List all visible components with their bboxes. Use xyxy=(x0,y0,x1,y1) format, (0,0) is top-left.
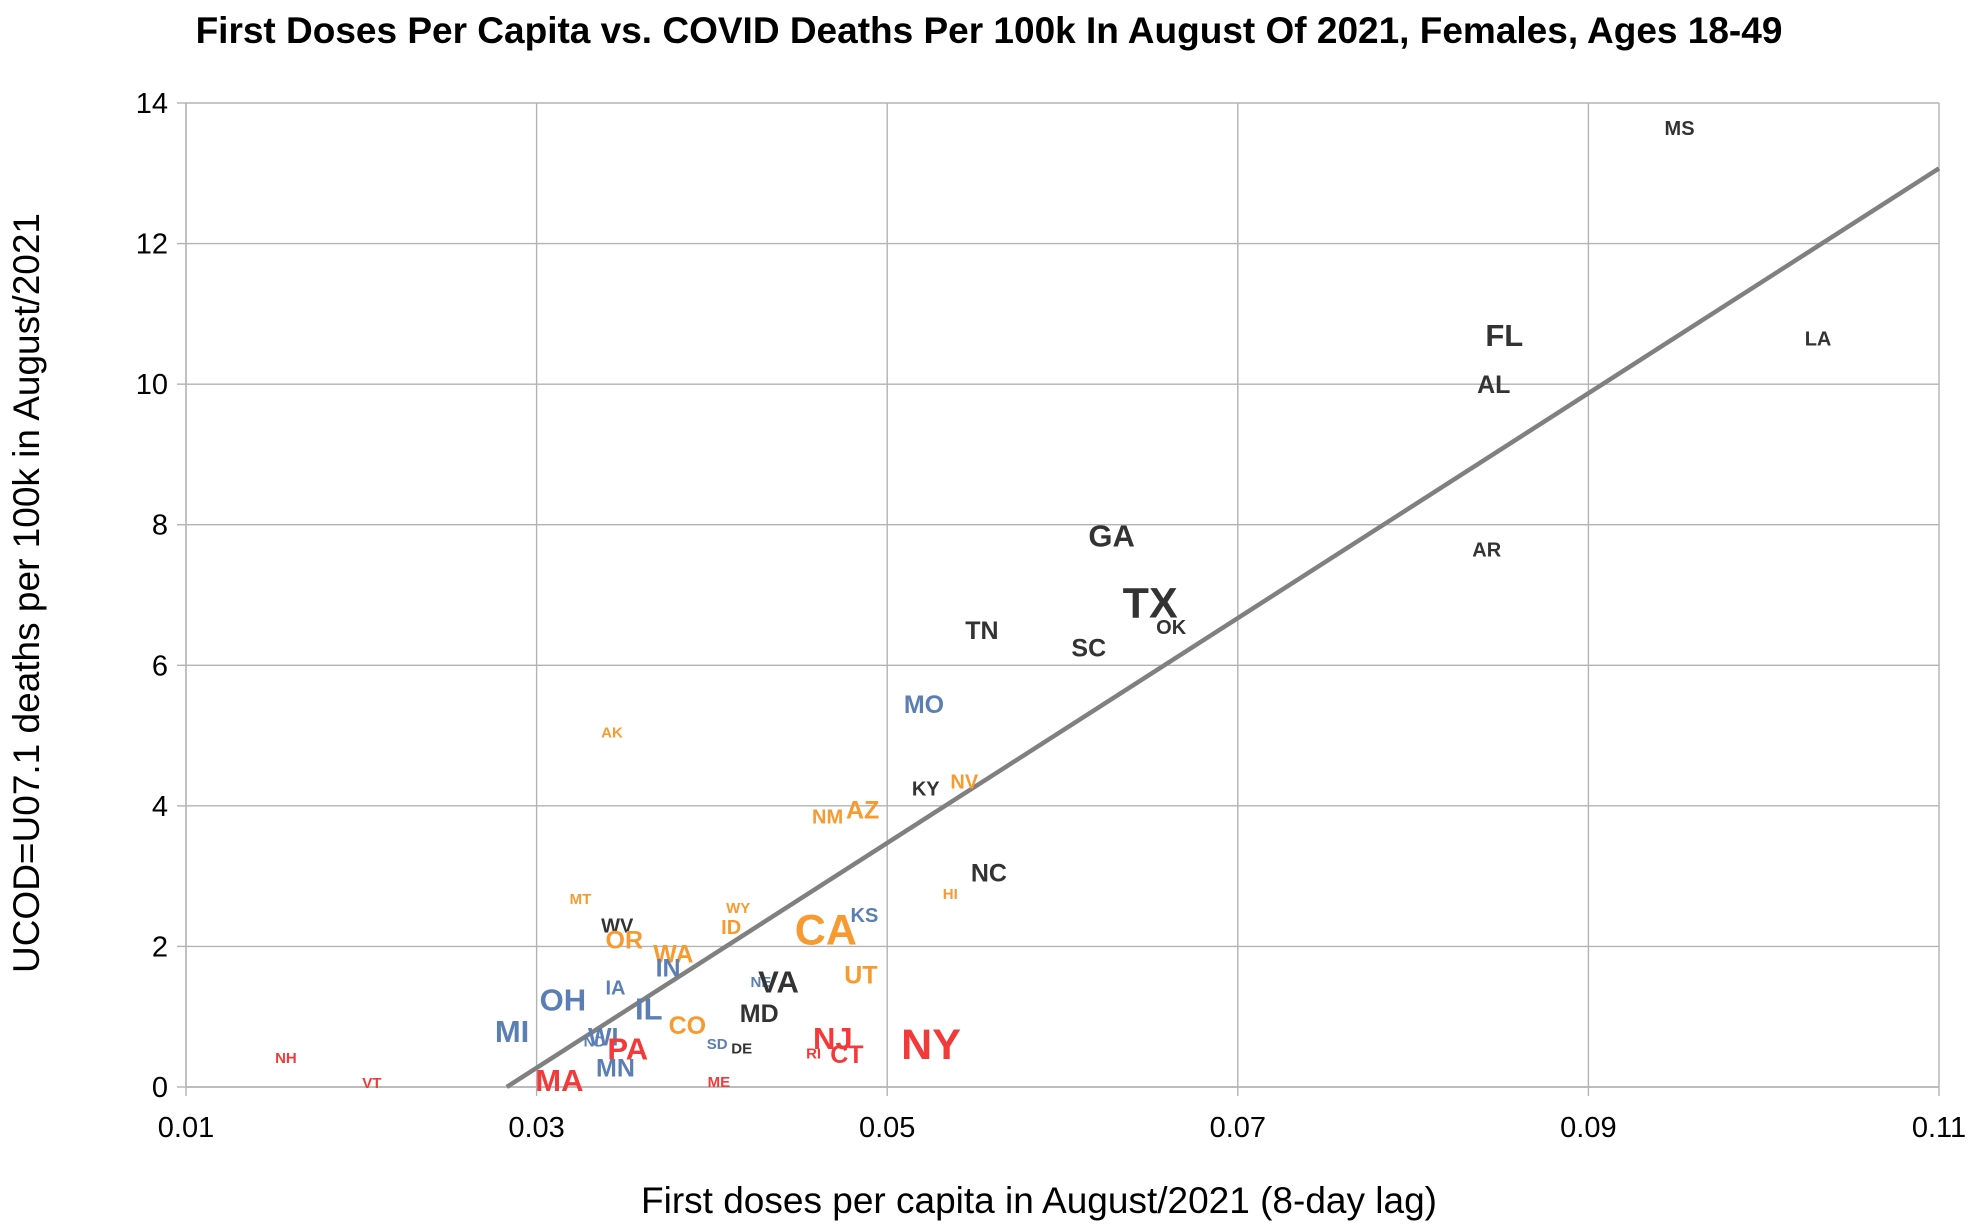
point-label-ny: NY xyxy=(901,1021,961,1069)
point-label-ks: KS xyxy=(851,905,879,927)
point-label-oh: OH xyxy=(540,982,587,1017)
point-label-de: DE xyxy=(731,1041,752,1058)
point-label-sc: SC xyxy=(1071,635,1106,663)
y-tick-label: 8 xyxy=(152,510,168,542)
point-label-ut: UT xyxy=(844,962,877,990)
point-label-mt: MT xyxy=(570,891,592,908)
x-tick-label: 0.01 xyxy=(158,1112,214,1144)
point-label-mi: MI xyxy=(495,1014,529,1049)
point-label-ok: OK xyxy=(1156,617,1187,639)
point-label-ma: MA xyxy=(535,1063,583,1098)
point-label-sd: SD xyxy=(707,1036,728,1053)
point-label-ky: KY xyxy=(912,778,940,800)
x-axis-label: First doses per capita in August/2021 (8… xyxy=(641,1180,1437,1221)
point-label-nh: NH xyxy=(275,1050,297,1067)
grid-layer xyxy=(177,102,1940,1096)
point-label-va: VA xyxy=(758,965,799,1000)
trend-line xyxy=(505,166,1941,1089)
point-label-me: ME xyxy=(708,1074,731,1091)
point-label-ms: MS xyxy=(1665,118,1695,140)
point-label-co: CO xyxy=(669,1012,707,1040)
point-label-pa: PA xyxy=(607,1032,648,1067)
point-label-ne: NE xyxy=(751,974,772,991)
y-tick-label: 10 xyxy=(136,369,168,401)
point-label-wv: WV xyxy=(601,916,634,938)
point-label-ct: CT xyxy=(830,1041,863,1069)
point-label-hi: HI xyxy=(943,886,958,903)
point-label-il: IL xyxy=(635,991,663,1026)
x-tick-label: 0.05 xyxy=(859,1112,915,1144)
point-label-ga: GA xyxy=(1088,518,1135,553)
point-label-wy: WY xyxy=(726,900,750,917)
ticks-layer: 0.01 0.03 0.05 0.07 0.09 0.11 0 2 4 6 8 10 12 14 xyxy=(136,88,1966,1144)
point-label-md: MD xyxy=(740,1000,779,1028)
point-label-nm: NM xyxy=(812,807,843,829)
x-tick-label: 0.09 xyxy=(1560,1112,1616,1144)
point-label-la: LA xyxy=(1805,329,1832,351)
point-label-al: AL xyxy=(1477,371,1510,399)
point-label-nv: NV xyxy=(950,771,978,793)
point-label-id: ID xyxy=(721,917,741,939)
chart-title: First Doses Per Capita vs. COVID Deaths … xyxy=(196,10,1783,51)
point-label-az: AZ xyxy=(846,796,879,824)
point-label-or: OR xyxy=(606,926,644,954)
x-tick-label: 0.07 xyxy=(1210,1112,1266,1144)
y-tick-label: 12 xyxy=(136,229,168,261)
y-axis-label: UCOD=U07.1 deaths per 100k in August/202… xyxy=(6,213,47,973)
point-label-ca: CA xyxy=(795,906,857,954)
point-label-wi: WI xyxy=(588,1023,619,1051)
y-tick-label: 4 xyxy=(152,791,168,823)
point-label-nc: NC xyxy=(971,860,1007,888)
point-label-ia: IA xyxy=(605,977,625,999)
y-tick-label: 2 xyxy=(152,931,168,963)
point-label-nd: ND xyxy=(584,1034,606,1051)
point-label-tx: TX xyxy=(1123,580,1178,628)
point-label-in: IN xyxy=(656,955,681,983)
point-label-ak: AK xyxy=(601,724,623,741)
point-label-fl: FL xyxy=(1485,318,1523,353)
point-label-wa: WA xyxy=(653,940,693,968)
point-label-tn: TN xyxy=(965,617,998,645)
x-tick-label: 0.11 xyxy=(1912,1112,1966,1144)
y-tick-label: 6 xyxy=(152,650,168,682)
point-label-mn: MN xyxy=(596,1054,635,1082)
point-label-mo: MO xyxy=(904,691,944,719)
point-label-vt: VT xyxy=(362,1075,381,1092)
x-tick-label: 0.03 xyxy=(508,1112,564,1144)
y-tick-label: 0 xyxy=(152,1072,168,1104)
trend-layer xyxy=(505,166,1941,1089)
point-label-ri: RI xyxy=(806,1046,821,1063)
y-tick-label: 14 xyxy=(136,88,168,120)
point-label-nj: NJ xyxy=(813,1021,853,1056)
point-label-ar: AR xyxy=(1472,540,1501,562)
